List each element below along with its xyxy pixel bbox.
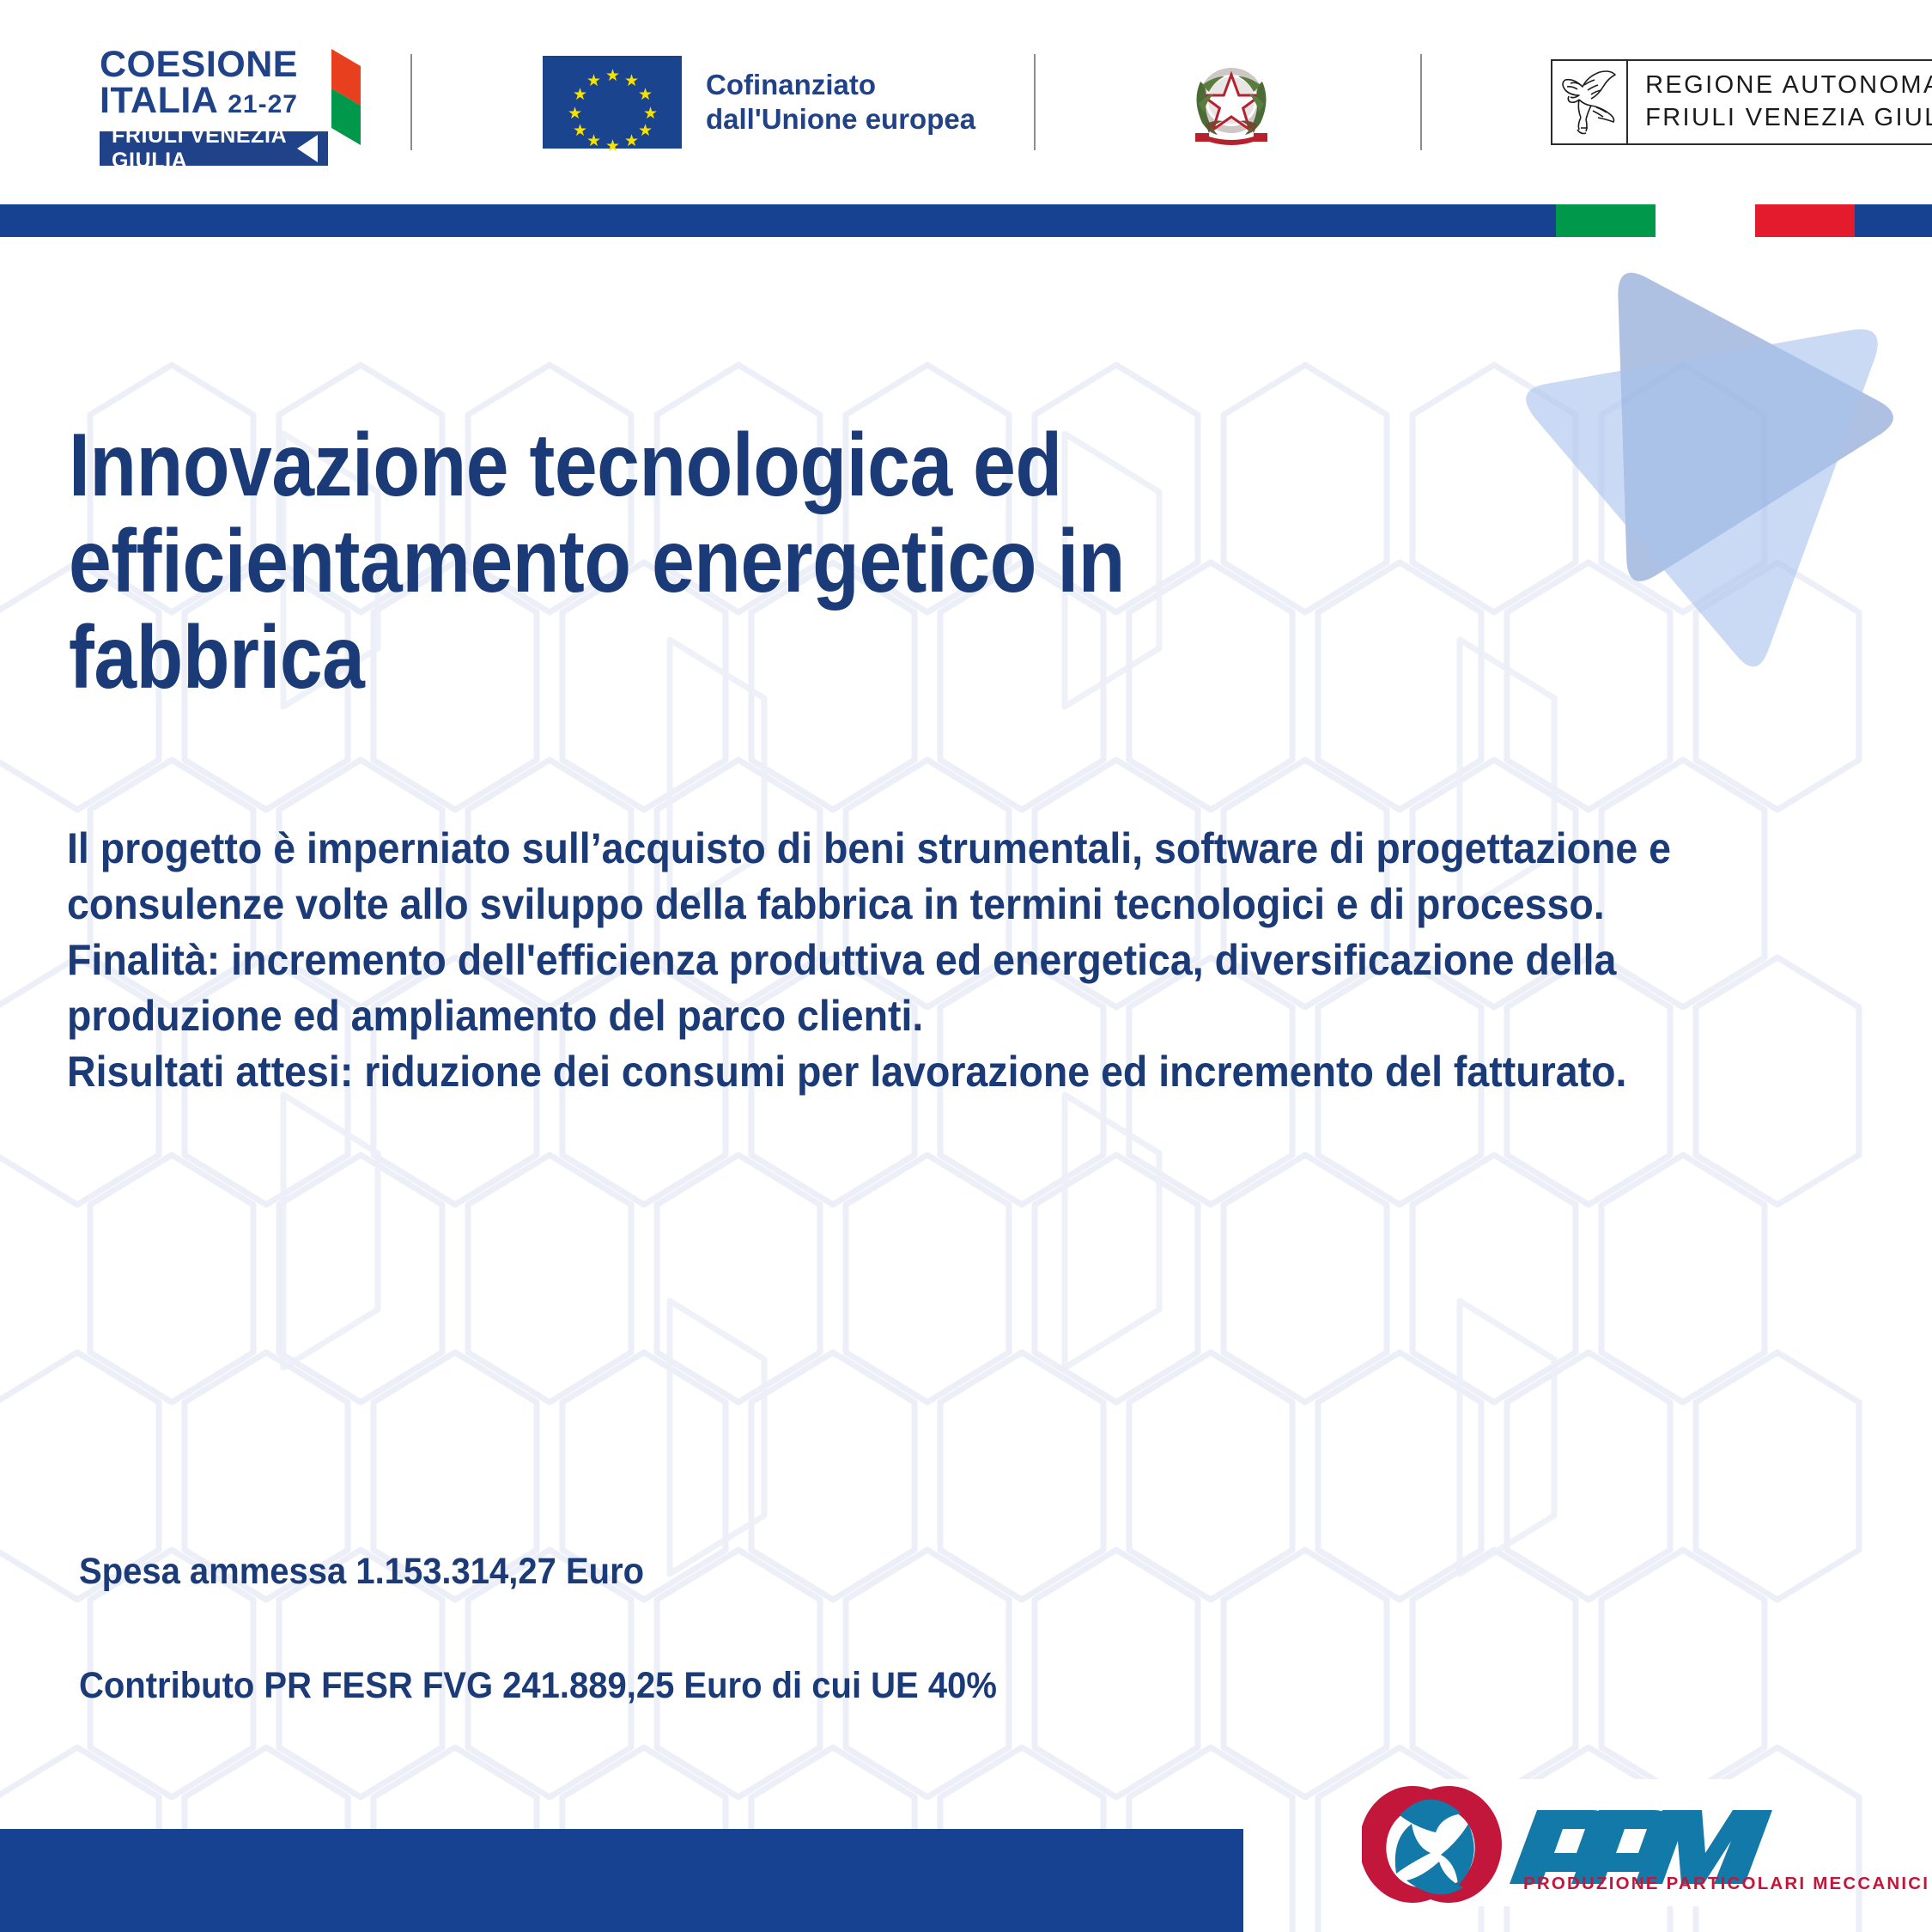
header-divider-1 bbox=[410, 54, 412, 150]
tricolore-green bbox=[1556, 204, 1656, 237]
coesione-italia-logo: COESIONE ITALIA 21-27 FRIULI VENEZIA GIU… bbox=[84, 42, 368, 173]
figure-contributo: Contributo PR FESR FVG 241.889,25 Euro d… bbox=[79, 1665, 997, 1706]
blue-divider-bar bbox=[0, 204, 1932, 237]
description-paragraph-2: Finalità: incremento dell'efficienza pro… bbox=[67, 936, 1617, 1040]
footer-blue-bar bbox=[0, 1829, 1243, 1932]
figure-spesa-ammessa: Spesa ammessa 1.153.314,27 Euro bbox=[79, 1551, 645, 1592]
coesione-line2: ITALIA bbox=[100, 79, 217, 121]
header-divider-2 bbox=[1034, 54, 1036, 150]
region-fvg-line1: REGIONE AUTONOMA bbox=[1645, 71, 1932, 100]
coesione-arrow-mark bbox=[307, 49, 361, 145]
coesione-band-chevron-icon bbox=[287, 131, 328, 166]
financial-figures: Spesa ammessa 1.153.314,27 Euro Contribu… bbox=[79, 1551, 1357, 1779]
header-logo-strip: COESIONE ITALIA 21-27 FRIULI VENEZIA GIU… bbox=[0, 0, 1932, 204]
region-fvg-line2: FRIULI VENEZIA GIULIA bbox=[1645, 104, 1932, 131]
coesione-years: 21-27 bbox=[228, 89, 298, 118]
project-description: Il progetto è imperniato sull’acquisto d… bbox=[67, 821, 1712, 1100]
italian-republic-emblem-icon bbox=[1195, 68, 1268, 145]
eu-flag-icon: ★ ★ ★ ★ ★ ★ ★ ★ ★ ★ ★ ★ bbox=[543, 56, 682, 155]
eu-label-line2: dall'Unione europea bbox=[706, 103, 976, 135]
eu-label: Cofinanziato dall'Unione europea bbox=[706, 68, 975, 137]
coesione-wordmark: COESIONE ITALIA 21-27 bbox=[100, 44, 298, 121]
coesione-line1: COESIONE bbox=[100, 44, 298, 85]
eu-label-line1: Cofinanziato bbox=[706, 68, 876, 100]
header-divider-3 bbox=[1420, 54, 1423, 150]
ppm-q-mark-icon bbox=[1359, 1786, 1502, 1903]
ppm-tagline: PRODUZIONE PARTICOLARI MECCANICI bbox=[1523, 1874, 1930, 1893]
region-fvg-logo: REGIONE AUTONOMA FRIULI VENEZIA GIULIA bbox=[1551, 59, 1932, 145]
description-paragraph-1: Il progetto è imperniato sull’acquisto d… bbox=[67, 824, 1671, 928]
coesione-region-label: FRIULI VENEZIA GIULIA bbox=[112, 124, 287, 173]
description-paragraph-3: Risultati attesi: riduzione dei consumi … bbox=[67, 1048, 1627, 1096]
page-title: Innovazione tecnologica ed efficientamen… bbox=[69, 415, 1126, 708]
eu-cofinancing-logo: ★ ★ ★ ★ ★ ★ ★ ★ ★ ★ ★ ★ Cofinanziato dal… bbox=[543, 56, 975, 155]
decorative-triangles bbox=[1477, 258, 1932, 704]
eagle-icon bbox=[1552, 61, 1629, 143]
region-fvg-wordmark: REGIONE AUTONOMA FRIULI VENEZIA GIULIA bbox=[1628, 61, 1932, 143]
tricolore-red bbox=[1755, 204, 1855, 237]
ppm-company-logo: PRODUZIONE PARTICOLARI MECCANICI bbox=[1359, 1779, 1928, 1906]
tricolore-white bbox=[1656, 204, 1755, 237]
italian-republic-logo bbox=[1171, 51, 1291, 154]
